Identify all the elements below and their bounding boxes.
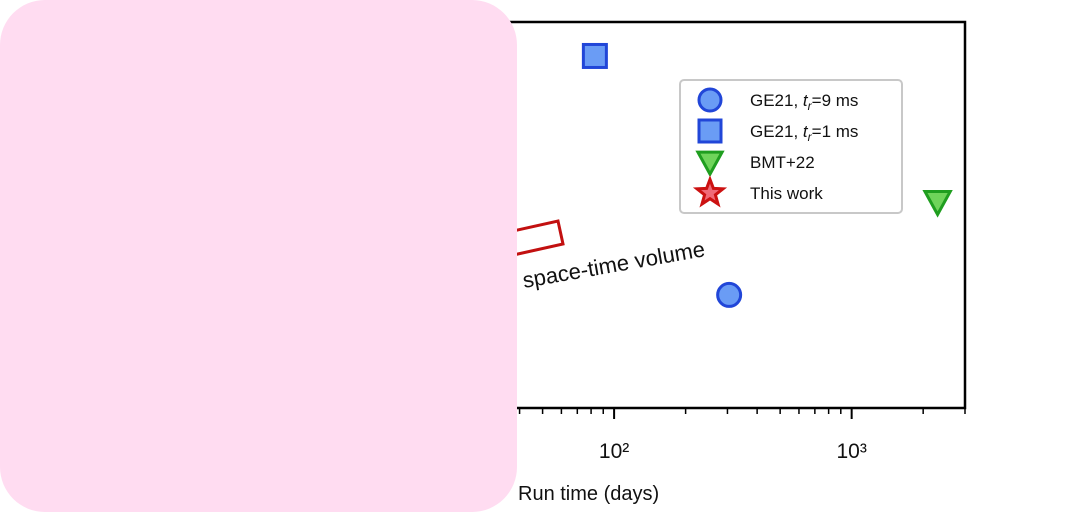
legend-label: This work <box>750 184 823 203</box>
marker-circle <box>716 281 743 308</box>
x-tick-label: 10³ <box>836 440 866 463</box>
legend-label: BMT+22 <box>750 153 815 172</box>
marker-triangle <box>695 150 725 178</box>
marker-square <box>697 118 723 144</box>
legend-label: GE21, tr=1 ms <box>750 122 858 144</box>
legend-frame <box>679 79 903 214</box>
annotation: space-time volume <box>521 236 707 293</box>
legend-label: GE21, tr=9 ms <box>750 91 858 113</box>
x-tick-label: 10² <box>599 440 629 463</box>
overlay-panel <box>0 0 517 512</box>
plot-area: space-time volume Run time (days) 10² 10³… <box>137 20 967 505</box>
legend: GE21, tr=9 ms GE21, tr=1 ms BMT+22 This wor… <box>679 79 903 214</box>
marker-star <box>692 175 728 208</box>
marker-triangle <box>922 190 953 218</box>
x-axis-label: Run time (days) <box>518 483 659 505</box>
marker-circle <box>697 87 723 113</box>
marker-square <box>581 42 608 69</box>
